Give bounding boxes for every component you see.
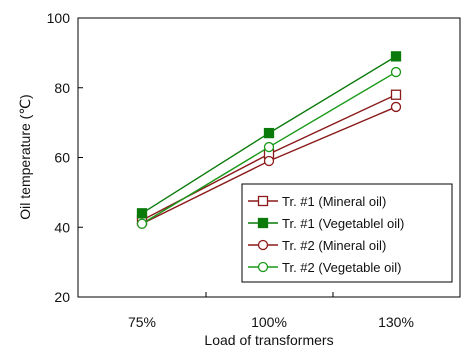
legend-label: Tr. #2 (Mineral oil) xyxy=(282,238,386,253)
data-point xyxy=(390,89,402,100)
data-point xyxy=(136,208,148,219)
series xyxy=(136,51,402,219)
series-layer xyxy=(136,51,402,229)
data-point xyxy=(390,51,402,62)
legend-item: Tr. #1 (Vegetablel oil) xyxy=(248,216,404,231)
legend-item: Tr. #2 (Vegetable oil) xyxy=(248,260,401,275)
data-point xyxy=(257,217,269,229)
data-point xyxy=(390,66,402,78)
legend-label: Tr. #1 (Mineral oil) xyxy=(282,194,386,209)
y-axis: 20 40 60 80 100 xyxy=(47,10,83,305)
y-tick-label: 100 xyxy=(47,10,71,26)
y-tick-label: 80 xyxy=(54,80,70,96)
legend-label: Tr. #2 (Vegetable oil) xyxy=(282,260,401,275)
data-point xyxy=(263,127,275,139)
x-tick-label: 75% xyxy=(128,314,156,330)
legend-label: Tr. #1 (Vegetablel oil) xyxy=(282,216,404,231)
y-tick-label: 60 xyxy=(54,150,70,166)
x-axis-title: Load of transformers xyxy=(204,332,333,348)
y-tick-label: 40 xyxy=(54,219,70,235)
data-point xyxy=(390,101,402,113)
y-axis-title: Oil temperature (℃) xyxy=(17,94,33,219)
y-tick-label: 20 xyxy=(54,289,70,305)
x-tick-label: 130% xyxy=(378,314,414,330)
legend-item: Tr. #2 (Mineral oil) xyxy=(248,238,386,253)
data-point xyxy=(263,141,275,153)
data-point xyxy=(263,155,275,167)
data-point xyxy=(136,218,148,229)
legend-item: Tr. #1 (Mineral oil) xyxy=(248,194,386,209)
series xyxy=(136,66,402,229)
data-point xyxy=(257,261,269,273)
x-tick-label: 100% xyxy=(251,314,287,330)
legend: Tr. #1 (Mineral oil) Tr. #1 (Vegetablel o… xyxy=(241,183,453,283)
data-point xyxy=(257,239,269,251)
x-axis: 75% 100% 130% xyxy=(128,292,414,330)
data-point xyxy=(257,195,269,207)
